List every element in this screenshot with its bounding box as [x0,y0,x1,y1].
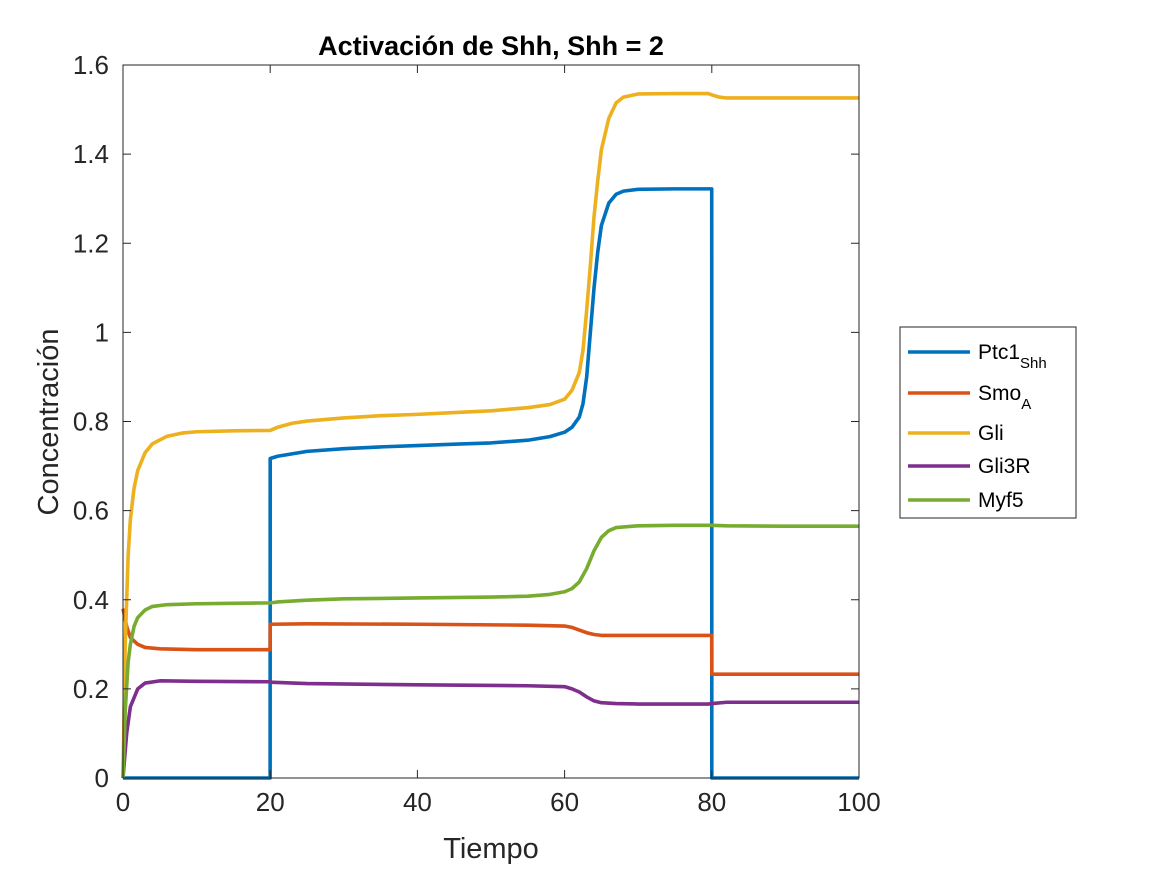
x-tick-label: 40 [403,787,432,817]
series-line-gli [121,91,859,779]
series-line-gli3r [121,679,859,779]
y-tick-label: 1 [95,317,109,347]
legend-entry: Gli3R [978,455,1031,478]
series-line-smo [121,608,859,676]
y-tick-label: 0.8 [73,407,109,437]
y-tick-label: 0.2 [73,674,109,704]
x-tick-label: 0 [116,787,130,817]
x-tick-label: 60 [550,787,579,817]
series-line-myf5 [121,523,859,779]
axes-box [122,64,860,779]
legend-entry: Gli [978,422,1004,445]
x-axis-label: Tiempo [443,833,539,865]
y-tick-label: 0 [95,763,109,793]
y-tick-label: 1.4 [73,139,109,169]
series-line-ptc1 [123,187,859,780]
x-tick-label: 80 [697,787,726,817]
legend-box [899,326,1077,519]
y-tick-label: 1.2 [73,228,109,258]
chart-title: Activación de Shh, Shh = 2 [318,31,664,61]
ticks-layer: 0 20 40 60 80 100 0 0.2 0.4 0.6 0.8 1 1.2 1.4 1.6 [73,50,881,817]
x-tick-label: 100 [837,787,880,817]
legend-entry: Myf5 [978,489,1024,512]
y-tick-label: 0.4 [73,585,109,615]
x-tick-label: 20 [256,787,285,817]
y-tick-label: 0.6 [73,496,109,526]
y-axis-label: Concentración [33,329,65,516]
series-layer [121,91,859,780]
y-tick-label: 1.6 [73,50,109,80]
